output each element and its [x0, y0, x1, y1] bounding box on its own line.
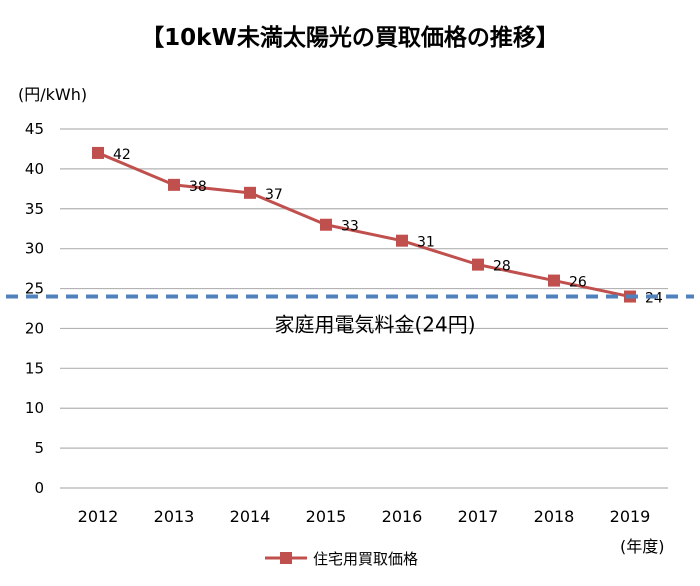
y-tick-label: 40: [25, 160, 44, 178]
y-tick-label: 30: [25, 240, 44, 258]
data-point: [472, 258, 484, 271]
x-tick-label: 2013: [154, 507, 195, 526]
series-line: [97, 151, 631, 299]
y-tick-label: 20: [25, 319, 44, 337]
x-tick-label: 2016: [382, 507, 423, 526]
data-point: [244, 186, 256, 199]
y-axis-unit-label: (円/kWh): [18, 85, 87, 104]
x-tick-label: 2019: [610, 507, 651, 526]
chart-title: 【10kW未満太陽光の買取価格の推移】: [141, 24, 559, 51]
y-tick-label: 5: [34, 439, 44, 457]
data-point: [168, 178, 180, 191]
data-label: 42: [113, 147, 131, 163]
data-point: [548, 274, 560, 287]
data-label: 28: [493, 259, 511, 275]
x-axis-ticks: 2012 2013 2014 2015 2016 2017 2018 2019: [78, 507, 651, 526]
y-axis-ticks: 0 5 10 15 20 25 30 35 40 45: [25, 120, 44, 497]
data-point: [320, 218, 332, 231]
x-tick-label: 2012: [78, 507, 119, 526]
data-label: 37: [265, 187, 283, 203]
y-tick-label: 45: [25, 120, 44, 138]
reference-line-label: 家庭用電気料金(24円): [274, 313, 475, 337]
gridlines: [60, 128, 668, 489]
data-label: 31: [417, 235, 435, 251]
x-tick-label: 2015: [306, 507, 347, 526]
y-tick-label: 25: [25, 280, 44, 298]
data-point: [396, 234, 408, 247]
y-tick-label: 0: [34, 479, 44, 497]
legend-label: 住宅用買取価格: [313, 550, 418, 568]
data-label: 38: [189, 179, 207, 195]
legend: 住宅用買取価格: [265, 550, 418, 568]
y-tick-label: 10: [25, 399, 44, 417]
x-tick-label: 2017: [458, 507, 499, 526]
legend-marker-swatch: [280, 552, 292, 564]
y-tick-label: 15: [25, 359, 44, 377]
data-label: 26: [569, 275, 587, 291]
x-tick-label: 2018: [534, 507, 575, 526]
reference-line-layer: 家庭用電気料金(24円): [6, 294, 694, 337]
x-tick-label: 2014: [230, 507, 271, 526]
y-tick-label: 35: [25, 200, 44, 218]
data-label: 33: [341, 219, 359, 235]
data-point: [92, 146, 104, 159]
series-layer: 4238373331282624: [92, 146, 663, 307]
x-axis-unit-label: (年度): [620, 537, 665, 556]
